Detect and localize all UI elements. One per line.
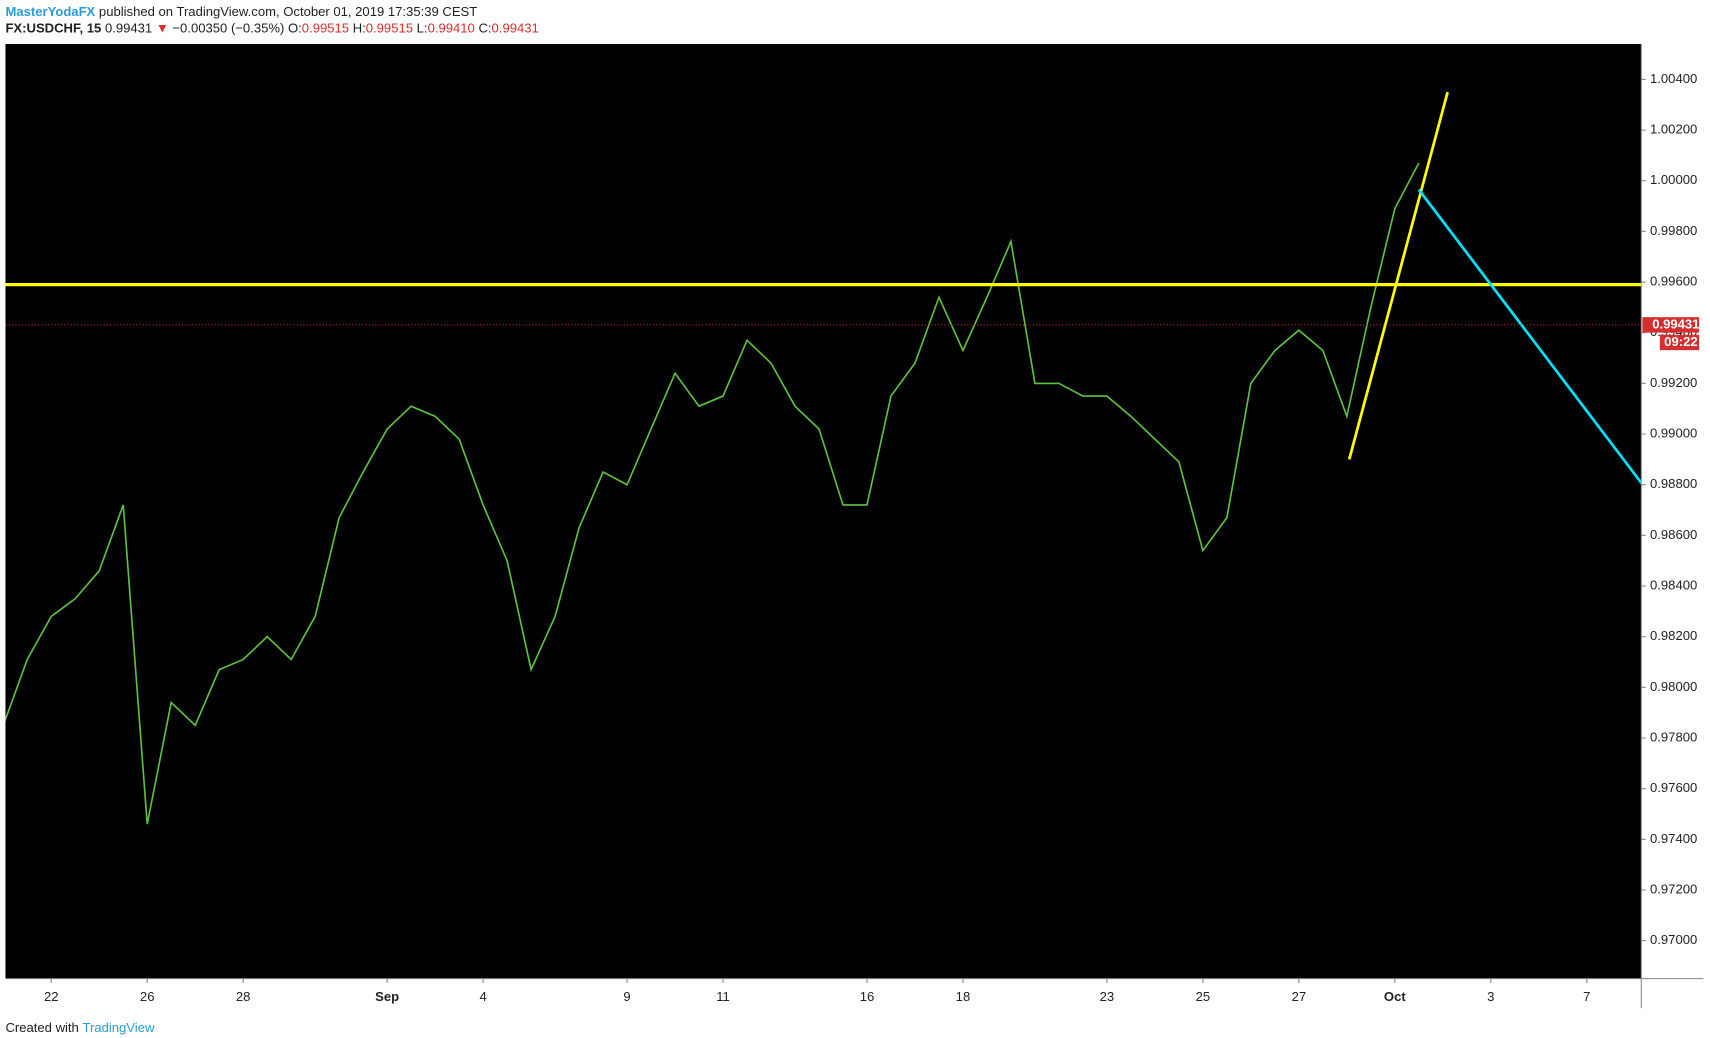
- x-tick-label: 3: [1487, 989, 1494, 1004]
- y-tick-label: 0.98800: [1650, 476, 1697, 491]
- x-tick-label: 11: [716, 989, 730, 1004]
- footer-brand[interactable]: TradingView: [82, 1021, 154, 1036]
- footer-text: Created with: [5, 1021, 78, 1036]
- y-tick-label: 0.97000: [1650, 932, 1697, 947]
- ohlc-o-label: O:: [288, 21, 302, 36]
- change: −0.00350 (−0.35%): [172, 21, 284, 36]
- ohlc-o: 0.99515: [302, 21, 349, 36]
- y-tick-label: 0.97400: [1650, 831, 1697, 846]
- last-price-box: [1642, 317, 1700, 333]
- x-tick-label: 23: [1100, 989, 1115, 1004]
- y-tick-label: 0.99200: [1650, 375, 1697, 390]
- ohlc-h: 0.99515: [366, 21, 413, 36]
- header-line: MasterYodaFX published on TradingView.co…: [5, 5, 477, 20]
- ohlc-l-label: L:: [417, 21, 428, 36]
- y-tick-label: 0.98200: [1650, 628, 1697, 643]
- y-tick-label: 0.97800: [1650, 729, 1697, 744]
- x-tick-label: 18: [956, 989, 971, 1004]
- y-tick-label: 0.98600: [1650, 527, 1697, 542]
- y-tick-label: 1.00200: [1650, 122, 1697, 137]
- y-tick-label: 0.99000: [1650, 425, 1697, 440]
- ohlc-c: 0.99431: [492, 21, 539, 36]
- trend-line: [1417, 188, 1642, 485]
- x-tick-label: 26: [140, 989, 155, 1004]
- last-price-label: 0.99431: [1652, 316, 1699, 331]
- published: published on TradingView.com, October 01…: [99, 5, 477, 20]
- countdown: 09:22: [1664, 334, 1697, 349]
- plot-layer: [5, 91, 1642, 825]
- down-arrow: ▼: [152, 21, 172, 36]
- symbol-line: FX:USDCHF, 15 0.99431 ▼ −0.00350 (−0.35%…: [5, 21, 538, 36]
- x-tick-label: 7: [1583, 989, 1590, 1004]
- y-tick-label: 0.97600: [1650, 780, 1697, 795]
- footer: Created with TradingView: [5, 1021, 154, 1036]
- price-line: [5, 162, 1420, 825]
- x-tick-label: 28: [236, 989, 251, 1004]
- author: MasterYodaFX: [5, 5, 95, 20]
- x-tick-label: 4: [479, 989, 486, 1004]
- y-tick-label: 1.00400: [1650, 71, 1697, 86]
- y-tick-label: 0.98000: [1650, 679, 1697, 694]
- x-tick-label: Sep: [375, 989, 399, 1004]
- y-tick-label: 0.99800: [1650, 223, 1697, 238]
- y-tick-label: 1.00000: [1650, 172, 1697, 187]
- y-tick-label: 0.97200: [1650, 881, 1697, 896]
- y-tick-label: 0.99600: [1650, 274, 1697, 289]
- y-tick-label: 0.98400: [1650, 577, 1697, 592]
- x-tick-label: 27: [1292, 989, 1307, 1004]
- ohlc-h-label: H:: [353, 21, 366, 36]
- trend-line: [1347, 91, 1449, 460]
- x-tick-label: 16: [860, 989, 875, 1004]
- ohlc-l: 0.99410: [428, 21, 475, 36]
- countdown-box: [1659, 334, 1700, 351]
- x-tick-label: Oct: [1384, 989, 1406, 1004]
- x-tick-label: 22: [44, 989, 59, 1004]
- price: 0.99431: [105, 21, 152, 36]
- symbol: FX:USDCHF, 15: [5, 21, 101, 36]
- x-tick-label: 9: [623, 989, 630, 1004]
- x-tick-label: 25: [1196, 989, 1211, 1004]
- plot-area: [5, 43, 1642, 979]
- ohlc-c-label: C:: [478, 21, 491, 36]
